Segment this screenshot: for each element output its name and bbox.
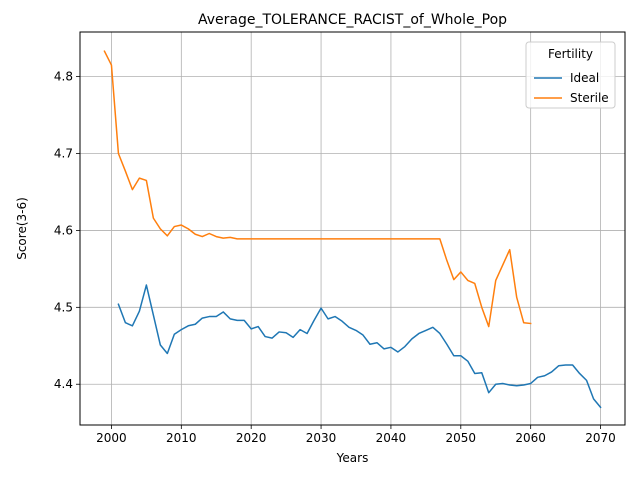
x-tick-label: 2010 (166, 431, 197, 445)
x-tick-label: 2020 (236, 431, 267, 445)
x-axis-label: Years (336, 451, 369, 465)
x-tick-label: 2030 (306, 431, 337, 445)
series-line-sterile (103, 50, 532, 328)
chart-title: Average_TOLERANCE_RACIST_of_Whole_Pop (198, 12, 507, 28)
axis-ticks: 2000 2010 2020 2030 2040 2050 2060 2070 4.4 4.5 4.… (54, 70, 616, 445)
x-tick-label: 2000 (96, 431, 127, 445)
y-tick-label: 4.4 (54, 377, 73, 391)
legend-box (525, 41, 616, 109)
x-tick-label: 2050 (446, 431, 477, 445)
y-tick-label: 4.8 (54, 70, 73, 84)
y-tick-label: 4.5 (54, 300, 73, 314)
x-tick-label: 2040 (376, 431, 407, 445)
legend-entries: Ideal Sterile (534, 71, 609, 105)
y-tick-label: 4.7 (54, 147, 73, 161)
plot-frame (79, 31, 626, 426)
x-tick-label: 2070 (585, 431, 616, 445)
y-axis-label: Score(3-6) (15, 197, 29, 260)
y-tick-label: 4.6 (54, 223, 73, 237)
legend: Fertility Ideal Sterile (525, 41, 616, 109)
series-line-ideal (117, 284, 602, 409)
x-tick-label: 2060 (515, 431, 546, 445)
legend-label-sterile: Sterile (570, 91, 609, 105)
series-lines (103, 50, 602, 409)
legend-title: Fertility (548, 47, 593, 61)
legend-label-ideal: Ideal (570, 71, 599, 85)
